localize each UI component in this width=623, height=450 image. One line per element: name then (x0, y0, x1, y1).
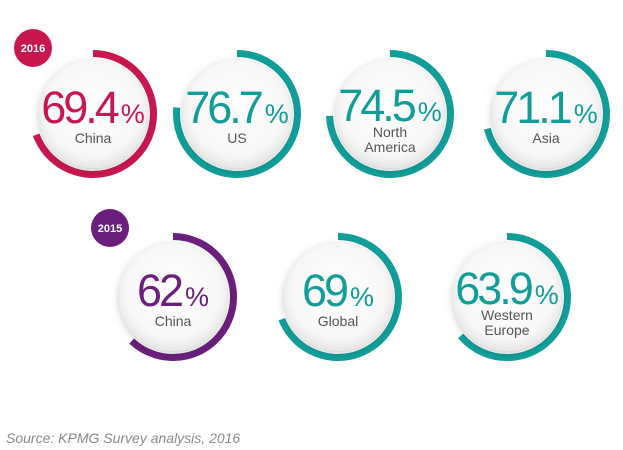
gauge-us-2016: 76.7 %US (172, 50, 301, 178)
gauge-arc (483, 50, 610, 178)
gauge-arc (326, 50, 454, 178)
gauge-arc (32, 50, 157, 178)
gauge-value: 69.4% (41, 82, 145, 133)
year-badge-2015: 2015 (91, 209, 129, 247)
gauge-region-label: US (227, 130, 246, 146)
gauge-disc (453, 243, 561, 351)
gauge-disc (336, 60, 444, 168)
gauge-value: 63.9% (455, 263, 559, 314)
year-badge-circle (91, 209, 129, 247)
gauge-global-2015: 69 %Global (278, 233, 402, 361)
gauge-value: 74.5% (338, 80, 442, 131)
gauge-value: 71.1% (494, 82, 598, 133)
gauge-region-label: Europe (484, 322, 529, 338)
gauge-china-2015: 62 %China (119, 233, 237, 361)
gauge-disc (119, 243, 227, 351)
gauge-disc (492, 60, 600, 168)
year-label: 2016 (21, 43, 45, 55)
gauge-region-label: China (75, 130, 112, 146)
gauge-disc (39, 60, 147, 168)
gauge-arc (172, 50, 301, 178)
gauge-disc (284, 243, 392, 351)
gauge-value: 76.7% (185, 82, 289, 133)
gauge-china-2016: 69.4 %China (32, 50, 157, 178)
gauge-arc (457, 233, 571, 361)
gauge-region-label: Asia (532, 130, 559, 146)
gauge-disc (183, 60, 291, 168)
gauge-arc (129, 233, 237, 361)
gauge-region-label: Global (318, 313, 358, 329)
year-badge-circle (14, 29, 52, 67)
gauge-value: 62% (137, 265, 209, 316)
gauge-arc (278, 233, 402, 361)
year-label: 2015 (98, 223, 122, 235)
gauge-region-label: America (364, 139, 416, 155)
gauge-asia-2016: 71.1 %Asia (483, 50, 610, 178)
gauge-region-label: Western (481, 307, 533, 323)
gauge-value: 69% (302, 265, 374, 316)
source-note: Source: KPMG Survey analysis, 2016 (6, 430, 241, 446)
gauge-region-label: North (373, 124, 407, 140)
gauge-region-label: China (155, 313, 192, 329)
year-badge-2016: 2016 (14, 29, 52, 67)
